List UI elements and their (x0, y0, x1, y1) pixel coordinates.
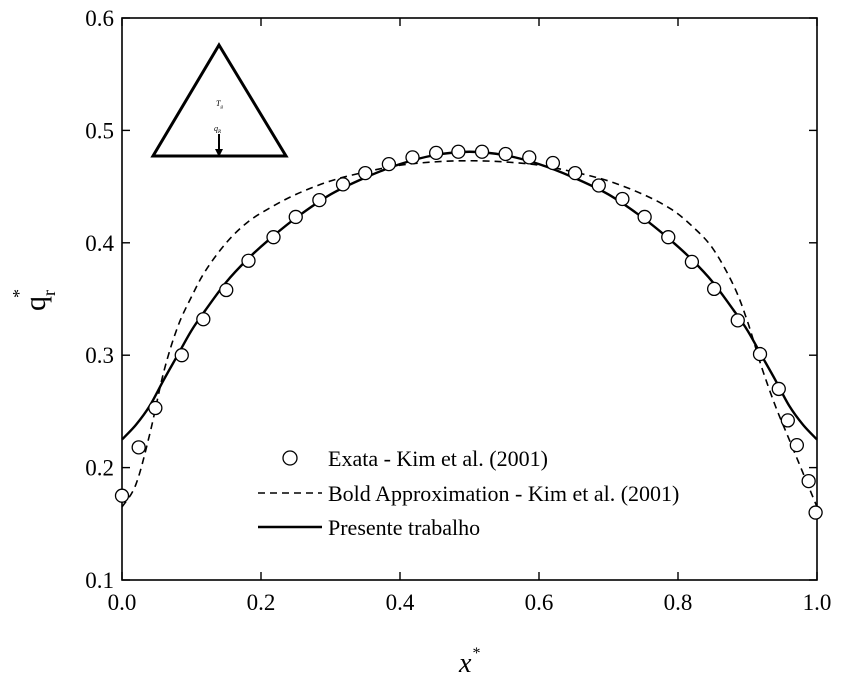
data-point-exata (174, 348, 189, 363)
data-point-exata (428, 145, 444, 161)
x-tick-label: 0.8 (664, 590, 693, 615)
data-point-exata (219, 282, 234, 298)
x-axis-title: x* (458, 645, 480, 679)
data-point-exata (196, 312, 211, 327)
series-exata (114, 144, 823, 520)
x-tick-label: 0.6 (525, 590, 554, 615)
data-point-exata (405, 150, 420, 165)
data-point-exata (789, 437, 804, 453)
y-tick-label: 0.5 (85, 118, 114, 143)
legend: Exata - Kim et al. (2001) Bold Approxima… (258, 446, 679, 540)
data-point-exata (684, 254, 700, 270)
series-line-presente-trabalho (121, 150, 818, 441)
series-line-bold-approximation (121, 159, 818, 508)
series-presente-trabalho (121, 150, 818, 441)
inset-arrow-head (215, 149, 223, 157)
data-point-exata (498, 146, 513, 162)
data-point-exata (451, 144, 466, 159)
data-point-exata (522, 150, 537, 165)
data-point-exata (730, 313, 745, 328)
x-tick-label: 0.4 (386, 590, 415, 615)
data-point-exata (615, 191, 630, 207)
x-tick-label: 0.0 (108, 590, 137, 615)
inset-diagram: Tg qR (150, 42, 289, 158)
legend-marker-exata (282, 450, 298, 466)
svg-text:qr*: qr* (9, 289, 59, 311)
x-tick-label: 0.2 (247, 590, 276, 615)
legend-label-present: Presente trabalho (328, 515, 480, 540)
y-axis-title: qr* (9, 289, 59, 311)
data-point-exata (474, 144, 490, 159)
y-tick-label: 0.4 (85, 231, 114, 256)
y-tick-label: 0.6 (85, 6, 114, 31)
series-bold-approximation (121, 159, 818, 508)
x-tick-label: 1.0 (803, 590, 832, 615)
data-point-exata (266, 230, 281, 245)
data-point-exata (358, 165, 373, 181)
data-point-exata (591, 178, 606, 193)
data-point-exata (131, 440, 146, 455)
data-point-exata (335, 177, 351, 192)
axis-ticks (121, 17, 818, 581)
legend-label-bold: Bold Approximation - Kim et al. (2001) (328, 481, 679, 506)
x-tick-labels: 0.0 0.2 0.4 0.6 0.8 1.0 (108, 590, 832, 615)
legend-label-exata: Exata - Kim et al. (2001) (328, 446, 548, 471)
plot-frame (121, 17, 818, 581)
data-point-exata (381, 156, 397, 172)
data-point-exata (706, 281, 722, 297)
data-point-exata (567, 165, 583, 181)
data-point-exata (661, 230, 676, 245)
data-point-exata (545, 155, 561, 171)
data-point-exata (241, 253, 256, 268)
data-point-exata (808, 505, 823, 520)
data-point-exata (771, 381, 786, 397)
data-point-exata (780, 413, 795, 428)
data-point-exata (801, 473, 816, 489)
data-point-exata (148, 400, 163, 416)
data-point-exata (114, 488, 130, 503)
inset-temperature-label: Tg (216, 99, 223, 110)
y-tick-label: 0.2 (85, 456, 114, 481)
data-point-exata (312, 192, 327, 208)
data-point-exata (288, 209, 303, 225)
data-point-exata (752, 346, 768, 362)
data-point-exata (637, 209, 652, 225)
y-tick-labels: 0.1 0.2 0.3 0.4 0.5 0.6 (85, 6, 114, 593)
y-tick-label: 0.3 (85, 343, 114, 368)
y-tick-label: 0.1 (85, 568, 114, 593)
inset-flux-label: qR (214, 124, 221, 135)
